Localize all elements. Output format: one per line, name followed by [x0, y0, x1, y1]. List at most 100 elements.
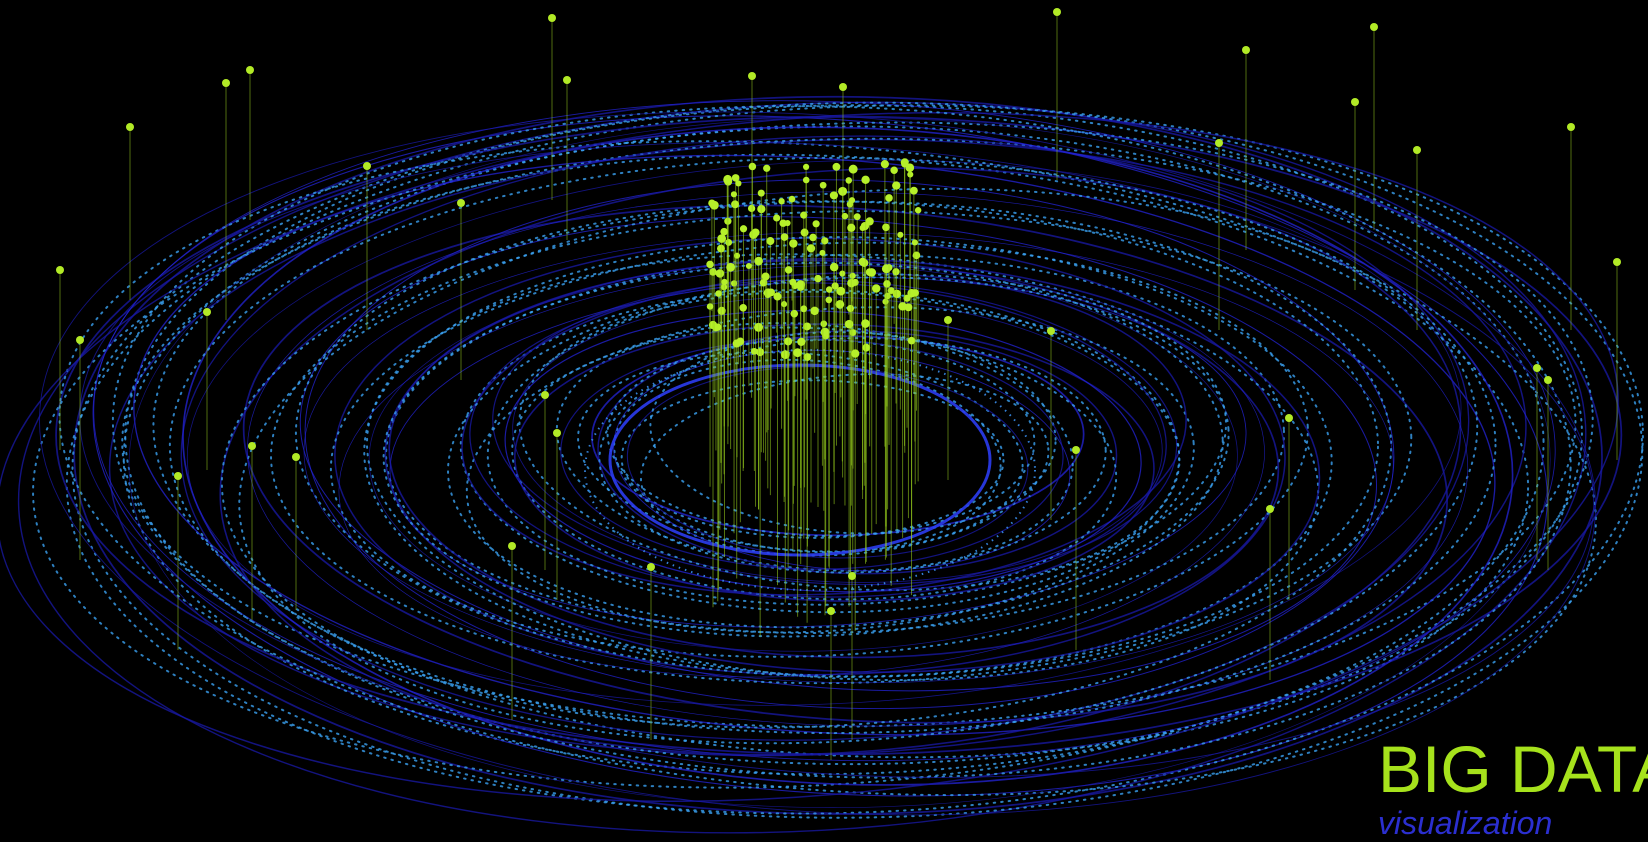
pins: [56, 8, 1621, 760]
pin-head: [847, 223, 856, 232]
inner-ring: [608, 363, 992, 557]
pin-head: [850, 349, 860, 358]
pin-head: [897, 231, 904, 238]
pin-head: [845, 177, 853, 184]
pin-head: [730, 191, 738, 198]
pin-head: [647, 563, 655, 571]
pin-head: [883, 280, 891, 288]
pin-head: [751, 347, 758, 355]
pin-head: [803, 322, 812, 331]
pin-head: [820, 320, 828, 328]
pin-head: [861, 175, 870, 185]
pin-head: [944, 316, 952, 324]
pin-head: [890, 166, 898, 175]
pin-head: [1053, 8, 1061, 16]
dotted-ring: [447, 276, 1230, 629]
pin-head: [800, 228, 809, 237]
ring: [514, 323, 1155, 602]
pin-head: [739, 225, 748, 233]
pin-head: [246, 66, 254, 74]
pin-head: [784, 266, 793, 274]
pin-head: [803, 353, 812, 361]
pin-head: [731, 200, 740, 209]
subtitle: visualization: [1378, 805, 1552, 841]
pin-head: [709, 268, 717, 276]
pin-head: [793, 348, 803, 358]
pin-head: [802, 163, 810, 170]
pin-head: [853, 213, 861, 221]
pin-head: [1215, 139, 1223, 147]
pin-head: [788, 195, 796, 203]
pin-head: [714, 323, 722, 331]
pin-head: [780, 233, 789, 241]
pin-head: [706, 260, 714, 269]
pin-head: [800, 211, 808, 219]
pin-head: [892, 181, 901, 190]
pin-head: [779, 219, 787, 227]
pin-head: [174, 472, 182, 480]
ring: [469, 282, 1167, 598]
ring: [560, 338, 1064, 570]
dotted-ring: [65, 104, 1644, 815]
pin-head: [726, 262, 736, 272]
dotted-ring: [124, 104, 1583, 766]
pin-head: [810, 306, 819, 316]
pin-head: [717, 244, 725, 253]
pin-head: [736, 337, 745, 346]
pin-head: [848, 572, 856, 580]
pin-head: [848, 197, 856, 204]
dotted-ring: [620, 379, 1005, 539]
pin-head: [222, 79, 230, 87]
pin-head: [778, 198, 785, 205]
dotted-ring: [152, 153, 1530, 759]
pin-head: [835, 300, 845, 309]
pin-head: [790, 309, 799, 318]
ring: [461, 272, 1187, 596]
pin-head: [789, 239, 798, 248]
ring: [242, 204, 1448, 724]
pin-head: [748, 72, 756, 80]
pin-head: [723, 174, 733, 184]
pin-head: [292, 453, 300, 461]
ring: [389, 276, 1247, 628]
pin-head: [796, 280, 806, 290]
ring: [0, 112, 1619, 802]
pin-head: [553, 429, 561, 437]
dotted-ring: [168, 156, 1497, 735]
dotted-ring: [511, 326, 1118, 601]
pin-head: [909, 186, 918, 195]
pin-head: [715, 269, 725, 278]
pin-head: [731, 174, 740, 182]
ring: [182, 126, 1514, 786]
pin-head: [819, 181, 827, 189]
pin-head: [844, 319, 854, 329]
dotted-ring: [639, 373, 1050, 557]
pin-head: [751, 228, 760, 237]
pin-head: [745, 262, 752, 270]
pin-head: [1285, 414, 1293, 422]
dotted-ring: [294, 200, 1379, 678]
ring: [92, 115, 1548, 797]
pin-head: [717, 234, 727, 243]
pin-head: [56, 266, 64, 274]
pin-head: [363, 162, 371, 170]
dotted-ring: [329, 241, 1309, 658]
pin-head: [548, 14, 556, 22]
ring: [39, 111, 1596, 816]
pin-head: [819, 249, 826, 256]
ring: [180, 135, 1470, 741]
pin-head: [829, 191, 838, 200]
pin-head: [814, 274, 822, 283]
pin-head: [832, 162, 841, 171]
pin-head: [821, 237, 829, 245]
pin-head: [800, 305, 808, 313]
ring: [388, 259, 1280, 659]
pin-head: [754, 256, 763, 266]
dotted-ring: [220, 200, 1393, 729]
pin-head: [862, 343, 871, 352]
pin-head: [903, 294, 911, 302]
pin-head: [825, 286, 833, 293]
pin-head: [721, 278, 728, 286]
pin-head: [846, 304, 855, 313]
pin-head: [829, 262, 839, 272]
